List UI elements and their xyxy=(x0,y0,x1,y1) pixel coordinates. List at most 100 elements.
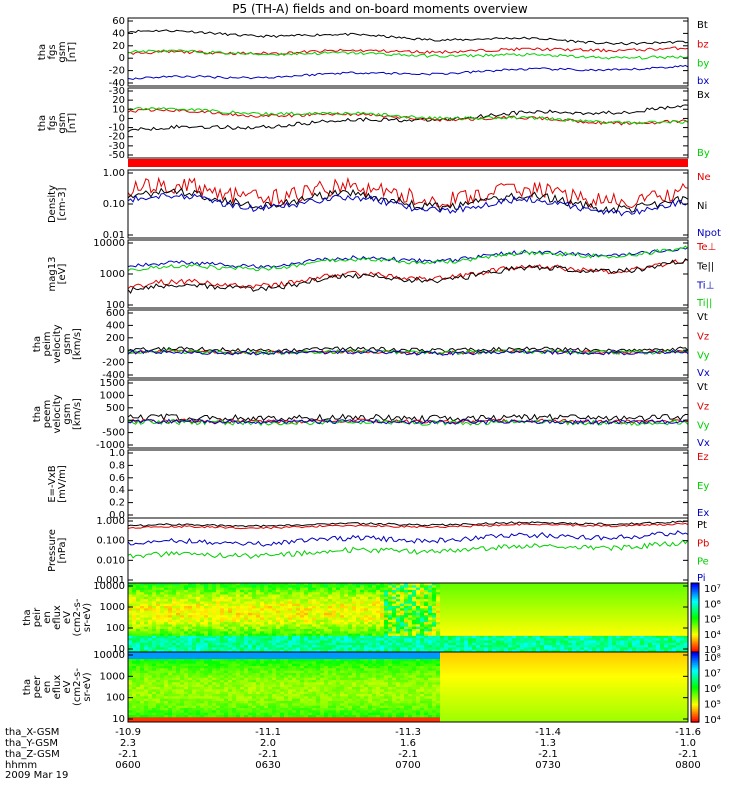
heatmap-cell xyxy=(348,583,353,586)
heatmap-cell xyxy=(488,633,493,637)
heatmap-cell xyxy=(356,622,361,625)
heatmap-cell xyxy=(464,612,469,616)
heatmap-cell xyxy=(600,585,605,589)
heatmap-cell xyxy=(584,610,589,614)
heatmap-cell xyxy=(272,635,277,639)
heatmap-cell xyxy=(464,649,469,652)
heatmap-cell xyxy=(600,624,605,628)
heatmap-cell xyxy=(328,645,333,648)
heatmap-cell xyxy=(608,596,613,600)
heatmap-cell xyxy=(240,631,245,635)
heatmap-cell xyxy=(208,624,213,628)
heatmap-cell xyxy=(636,599,641,602)
heatmap-cell xyxy=(276,606,281,609)
y-label-line: gsm xyxy=(57,112,68,133)
heatmap-cell xyxy=(144,599,149,602)
heatmap-cell xyxy=(480,638,485,642)
y-tick-label: 0.8 xyxy=(109,460,125,471)
heatmap-cell xyxy=(636,585,641,589)
heatmap-cell xyxy=(132,712,137,716)
heatmap-cell xyxy=(472,622,477,625)
heatmap-cell xyxy=(636,601,641,605)
heatmap-cell xyxy=(632,585,637,589)
heatmap-cell xyxy=(684,642,688,646)
heatmap-cell xyxy=(180,668,185,672)
heatmap-cell xyxy=(192,601,197,605)
heatmap-cell xyxy=(516,596,521,600)
heatmap-cell xyxy=(200,638,205,642)
heatmap-cell xyxy=(132,601,137,605)
heatmap-cell xyxy=(412,622,417,625)
heatmap-cell xyxy=(220,647,225,651)
heatmap-cell xyxy=(284,599,289,602)
heatmap-cell xyxy=(352,606,357,609)
heatmap-cell xyxy=(348,601,353,605)
heatmap-cell xyxy=(612,610,617,614)
heatmap-cell xyxy=(504,610,509,614)
heatmap-cell xyxy=(656,624,661,628)
heatmap-cell xyxy=(392,592,397,596)
heatmap-cell xyxy=(132,682,137,686)
heatmap-cell xyxy=(592,649,597,652)
heatmap-cell xyxy=(240,583,245,586)
heatmap-cell xyxy=(532,631,537,635)
y-tick-label: 1.00 xyxy=(103,168,125,179)
heatmap-cell xyxy=(128,689,133,693)
heatmap-cell xyxy=(236,585,241,589)
heatmap-cell xyxy=(208,603,213,607)
heatmap-cell xyxy=(264,622,269,625)
heatmap-cell xyxy=(300,649,305,652)
heatmap-cell xyxy=(560,603,565,607)
heatmap-cell xyxy=(368,649,373,652)
heatmap-cell xyxy=(536,583,541,586)
heatmap-cell xyxy=(204,649,209,652)
heatmap-cell xyxy=(300,629,305,632)
heatmap-cell xyxy=(168,703,173,707)
heatmap-cell xyxy=(504,640,509,644)
heatmap-cell xyxy=(640,589,645,593)
heatmap-cell xyxy=(524,642,529,646)
heatmap-cell xyxy=(680,603,685,607)
heatmap-cell xyxy=(576,594,581,598)
heatmap-cell xyxy=(160,592,165,596)
heatmap-cell xyxy=(324,594,329,598)
colorbar-cell xyxy=(691,595,699,598)
heatmap-cell xyxy=(448,624,453,628)
heatmap-cell xyxy=(212,589,217,593)
heatmap-cell xyxy=(680,612,685,616)
heatmap-cell xyxy=(436,624,441,628)
heatmap-cell xyxy=(176,659,181,662)
heatmap-cell xyxy=(364,649,369,652)
heatmap-cell xyxy=(268,603,273,607)
heatmap-cell xyxy=(356,587,361,591)
heatmap-cell xyxy=(184,642,189,646)
heatmap-cell xyxy=(644,626,649,630)
heatmap-cell xyxy=(624,642,629,646)
heatmap-cell xyxy=(652,635,657,639)
heatmap-cell xyxy=(368,622,373,625)
heatmap-cell xyxy=(140,622,145,625)
heatmap-cell xyxy=(516,633,521,637)
heatmap-cell xyxy=(588,589,593,593)
heatmap-cell xyxy=(336,647,341,651)
heatmap-cell xyxy=(308,642,313,646)
heatmap-cell xyxy=(396,596,401,600)
heatmap-cell xyxy=(376,642,381,646)
heatmap-cell xyxy=(672,619,677,623)
heatmap-cell xyxy=(300,635,305,639)
heatmap-cell xyxy=(456,612,461,616)
heatmap-cell xyxy=(420,642,425,646)
heatmap-cell xyxy=(404,585,409,589)
heatmap-cell xyxy=(604,629,609,632)
heatmap-cell xyxy=(132,583,137,586)
heatmap-cell xyxy=(412,642,417,646)
heatmap-cell xyxy=(324,589,329,593)
heatmap-cell xyxy=(188,587,193,591)
heatmap-cell xyxy=(628,599,633,602)
heatmap-cell xyxy=(392,608,397,612)
heatmap-cell xyxy=(596,640,601,644)
heatmap-cell xyxy=(264,603,269,607)
heatmap-cell xyxy=(424,617,429,621)
heatmap-cell xyxy=(164,666,169,669)
heatmap-cell xyxy=(448,617,453,621)
